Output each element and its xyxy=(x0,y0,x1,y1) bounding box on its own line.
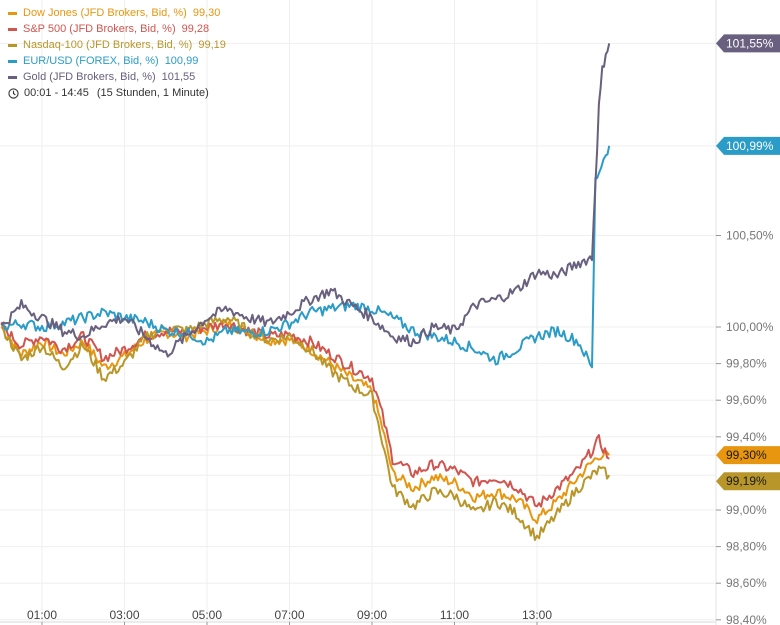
series-line-3 xyxy=(1,145,611,369)
y-tick-label: 100,00% xyxy=(726,320,774,334)
legend-swatch xyxy=(8,11,17,15)
legend-value: 99,30 xyxy=(192,7,221,19)
value-label-bg xyxy=(716,472,780,491)
legend-label: Nasdaq-100 (JFD Brokers, Bid, %) xyxy=(23,39,193,51)
legend-item-gold[interactable]: Gold (JFD Brokers, Bid, %) 101,55 xyxy=(8,69,226,85)
y-tick-label: 98,80% xyxy=(726,540,767,554)
legend-label: EUR/USD (FOREX, Bid, %) xyxy=(23,55,159,67)
value-label-box: 101,55% xyxy=(716,34,780,53)
value-label-bg xyxy=(716,446,780,465)
legend-item-nasdaq-100[interactable]: Nasdaq-100 (JFD Brokers, Bid, %) 99,19 xyxy=(8,37,226,53)
x-axis: 01:00 03:00 05:00 07:00 09:00 11:00 13:00 xyxy=(0,608,716,625)
x-tick-label: 03:00 xyxy=(109,608,139,622)
value-labels: 101,55% 100,99% 99,30% 99,19% xyxy=(716,34,780,491)
x-tick-label: 07:00 xyxy=(274,608,304,622)
value-label-box: 99,19% xyxy=(716,472,780,491)
value-label-bg xyxy=(716,34,780,53)
time-span-text: (15 Stunden, 1 Minute) xyxy=(96,87,209,99)
value-label-text: 101,55% xyxy=(726,36,774,50)
legend-item-dow-jones[interactable]: Dow Jones (JFD Brokers, Bid, %) 99,30 xyxy=(8,5,226,21)
x-tick-label: 11:00 xyxy=(440,608,469,622)
time-range-text: 00:01 - 14:45 xyxy=(24,87,89,99)
legend-swatch xyxy=(8,75,17,79)
y-tick-label: 99,80% xyxy=(726,357,767,371)
x-tick-label: 09:00 xyxy=(357,608,387,622)
value-label-box: 99,30% xyxy=(716,446,780,465)
y-tick-label: 99,60% xyxy=(726,393,767,407)
time-range: 00:01 - 14:45 (15 Stunden, 1 Minute) xyxy=(8,85,226,101)
legend-label: Gold (JFD Brokers, Bid, %) xyxy=(23,71,156,83)
legend-swatch xyxy=(8,59,17,63)
value-label-text: 99,19% xyxy=(726,474,767,488)
chart-legend: Dow Jones (JFD Brokers, Bid, %) 99,30 S&… xyxy=(8,5,226,101)
series-line-1 xyxy=(0,320,610,508)
legend-label: S&P 500 (JFD Brokers, Bid, %) xyxy=(23,23,176,35)
y-tick-label: 98,40% xyxy=(726,613,767,625)
legend-item-sp500[interactable]: S&P 500 (JFD Brokers, Bid, %) 99,28 xyxy=(8,21,226,37)
x-tick-label: 05:00 xyxy=(192,608,222,622)
value-label-bg xyxy=(716,136,780,155)
legend-value: 101,55 xyxy=(161,71,196,83)
clock-icon xyxy=(8,87,19,99)
legend-value: 99,19 xyxy=(198,39,226,51)
legend-value: 100,99 xyxy=(164,55,199,67)
y-tick-label: 100,50% xyxy=(726,229,774,243)
x-tick-label: 01:00 xyxy=(27,608,57,622)
y-tick-label: 99,40% xyxy=(726,430,767,444)
legend-item-eur-usd[interactable]: EUR/USD (FOREX, Bid, %) 100,99 xyxy=(8,53,226,69)
legend-value: 99,28 xyxy=(181,23,210,35)
series-layer xyxy=(0,43,611,541)
legend-label: Dow Jones (JFD Brokers, Bid, %) xyxy=(23,7,187,19)
legend-swatch xyxy=(8,43,17,47)
value-label-text: 100,99% xyxy=(726,139,774,153)
y-axis: 100,50% 100,00% 99,80% 99,60% 99,40% 99,00% 98… xyxy=(715,0,774,625)
value-label-text: 99,30% xyxy=(726,448,767,462)
legend-swatch xyxy=(8,27,17,31)
value-label-box: 100,99% xyxy=(716,136,780,155)
y-tick-label: 99,00% xyxy=(726,503,767,517)
series-line-4 xyxy=(0,43,611,358)
series-line-2 xyxy=(1,315,611,541)
y-tick-label: 98,60% xyxy=(726,576,767,590)
x-tick-label: 13:00 xyxy=(522,608,552,622)
